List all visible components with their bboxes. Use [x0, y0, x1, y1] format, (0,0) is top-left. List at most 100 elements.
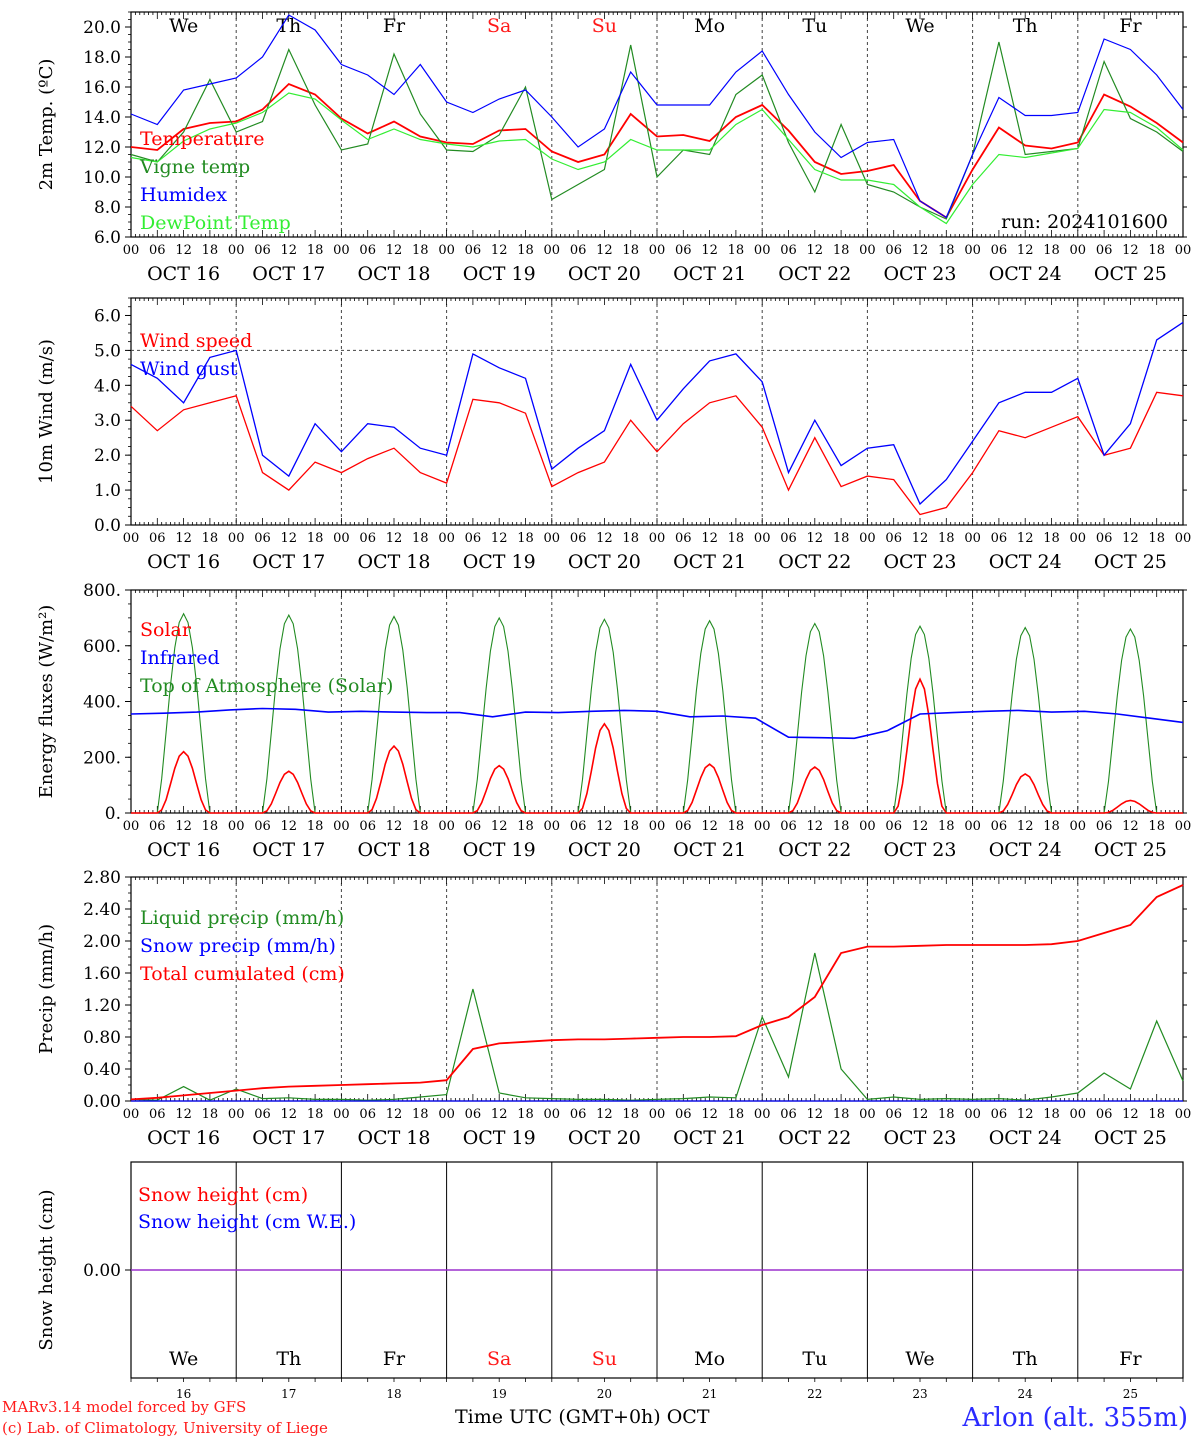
day-number-label: 24: [1018, 1387, 1034, 1401]
hour-tick-label: 18: [833, 243, 850, 258]
hour-tick-label: 12: [912, 243, 929, 258]
hour-tick-label: 12: [491, 243, 508, 258]
day-label: OCT 19: [463, 551, 536, 573]
day-label: OCT 21: [673, 263, 746, 285]
hour-tick-label: 18: [307, 243, 324, 258]
hour-tick-label: 12: [596, 819, 613, 834]
hour-tick-label: 12: [386, 243, 403, 258]
day-number-label: 21: [702, 1387, 717, 1401]
hour-tick-label: 00: [1070, 1107, 1087, 1122]
hour-tick-label: 12: [175, 243, 192, 258]
legend-entry: Wind speed: [140, 330, 252, 352]
hour-tick-label: 06: [991, 531, 1008, 546]
hour-tick-label: 18: [1148, 819, 1165, 834]
hour-tick-label: 00: [859, 819, 876, 834]
hour-tick-label: 06: [570, 1107, 587, 1122]
hour-tick-label: 06: [465, 1107, 482, 1122]
hour-tick-label: 18: [938, 531, 955, 546]
legend-entry: Solar: [140, 619, 192, 641]
day-label: OCT 24: [989, 263, 1062, 285]
day-label: OCT 23: [883, 839, 956, 861]
hour-tick-label: 06: [780, 1107, 797, 1122]
hour-tick-label: 06: [1096, 531, 1113, 546]
y-tick-label: 2.40: [83, 900, 121, 920]
y-tick-label: 16.0: [83, 78, 121, 98]
hour-tick-label: 06: [1096, 1107, 1113, 1122]
hour-tick-label: 18: [202, 1107, 219, 1122]
hour-tick-label: 18: [517, 1107, 534, 1122]
hour-tick-label: 00: [964, 819, 981, 834]
hour-tick-label: 00: [544, 531, 561, 546]
hour-tick-label: 18: [202, 531, 219, 546]
day-label: OCT 17: [252, 263, 325, 285]
run-annotation: run: 2024101600: [1001, 211, 1168, 233]
hour-tick-label: 06: [570, 819, 587, 834]
hour-tick-label: 18: [1043, 243, 1060, 258]
hour-tick-label: 18: [202, 819, 219, 834]
hour-tick-label: 18: [517, 243, 534, 258]
y-tick-label: 4.0: [94, 376, 121, 396]
day-label: OCT 20: [568, 551, 641, 573]
hour-tick-label: 12: [1017, 243, 1034, 258]
y-tick-label: 6.0: [94, 228, 121, 248]
y-tick-label: 5.0: [94, 341, 121, 361]
hour-tick-label: 12: [491, 531, 508, 546]
hour-tick-label: 18: [202, 243, 219, 258]
hour-tick-label: 12: [491, 819, 508, 834]
hour-tick-label: 00: [333, 531, 350, 546]
hour-tick-label: 06: [359, 243, 376, 258]
legend-entry: Total cumulated (cm): [140, 963, 345, 985]
hour-tick-label: 06: [465, 243, 482, 258]
hour-tick-label: 00: [964, 531, 981, 546]
hour-tick-label: 18: [1148, 243, 1165, 258]
hour-tick-label: 00: [123, 1107, 140, 1122]
hour-tick-label: 00: [859, 531, 876, 546]
lab-credit-line: (c) Lab. of Climatology, University of L…: [2, 1419, 328, 1437]
day-label: OCT 25: [1094, 263, 1167, 285]
day-label: OCT 25: [1094, 551, 1167, 573]
hour-tick-label: 06: [359, 531, 376, 546]
hour-tick-label: 06: [359, 819, 376, 834]
hour-tick-label: 06: [675, 1107, 692, 1122]
hour-tick-label: 12: [175, 531, 192, 546]
day-label: OCT 17: [252, 551, 325, 573]
day-label: OCT 17: [252, 839, 325, 861]
solar-line: [131, 677, 1183, 814]
hour-tick-label: 18: [307, 1107, 324, 1122]
day-label: OCT 22: [778, 1127, 851, 1149]
hour-tick-label: 18: [622, 1107, 639, 1122]
hour-tick-label: 18: [622, 531, 639, 546]
weekday-label: Th: [1013, 1348, 1038, 1370]
hour-tick-label: 06: [991, 1107, 1008, 1122]
day-number-label: 18: [386, 1387, 401, 1401]
hour-tick-label: 06: [780, 819, 797, 834]
y-tick-label: 0.0: [94, 516, 121, 536]
hour-tick-label: 06: [254, 819, 271, 834]
hour-tick-label: 12: [1017, 819, 1034, 834]
hour-tick-label: 12: [386, 819, 403, 834]
hour-tick-label: 00: [123, 819, 140, 834]
day-number-label: 16: [176, 1387, 191, 1401]
hour-tick-label: 18: [307, 531, 324, 546]
hour-tick-label: 18: [728, 243, 745, 258]
legend-entry: Top of Atmosphere (Solar): [140, 675, 393, 697]
hour-tick-label: 06: [991, 243, 1008, 258]
hour-tick-label: 18: [412, 531, 429, 546]
y-tick-label: 2.80: [83, 868, 121, 888]
legend-entry: Infrared: [140, 647, 220, 669]
humidex-line: [130, 14, 1184, 219]
hour-tick-label: 12: [701, 243, 718, 258]
y-tick-label: 6.0: [94, 306, 121, 326]
legend-entry: Vigne temp: [139, 156, 250, 178]
day-label: OCT 16: [147, 1127, 220, 1149]
weekday-label: Th: [276, 15, 301, 37]
y-axis-label-1: 2m Temp. (ºC): [36, 59, 57, 191]
day-label: OCT 18: [357, 551, 430, 573]
y-tick-label: 200.: [83, 748, 121, 768]
hour-tick-label: 12: [596, 1107, 613, 1122]
hour-tick-label: 12: [281, 1107, 298, 1122]
weekday-label: Su: [592, 1348, 617, 1370]
hour-tick-label: 18: [1043, 819, 1060, 834]
hour-tick-label: 06: [885, 819, 902, 834]
